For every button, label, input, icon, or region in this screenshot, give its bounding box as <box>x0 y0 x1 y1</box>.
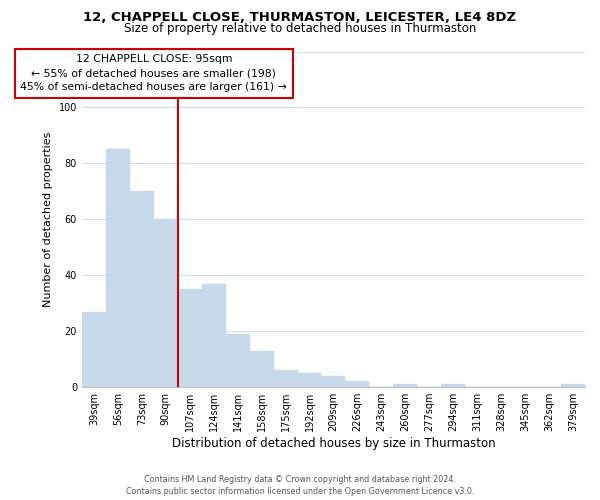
Bar <box>202 284 226 387</box>
Bar <box>82 312 106 387</box>
Bar <box>154 220 178 387</box>
Text: Contains HM Land Registry data © Crown copyright and database right 2024.
Contai: Contains HM Land Registry data © Crown c… <box>126 474 474 496</box>
Bar <box>226 334 250 387</box>
Bar <box>178 289 202 387</box>
X-axis label: Distribution of detached houses by size in Thurmaston: Distribution of detached houses by size … <box>172 437 495 450</box>
Bar <box>441 384 465 387</box>
Bar <box>346 382 370 387</box>
Text: 12 CHAPPELL CLOSE: 95sqm
← 55% of detached houses are smaller (198)
45% of semi-: 12 CHAPPELL CLOSE: 95sqm ← 55% of detach… <box>20 54 287 92</box>
Bar <box>394 384 418 387</box>
Bar <box>274 370 298 387</box>
Bar <box>561 384 585 387</box>
Bar <box>130 192 154 387</box>
Y-axis label: Number of detached properties: Number of detached properties <box>43 132 53 307</box>
Bar <box>250 350 274 387</box>
Text: 12, CHAPPELL CLOSE, THURMASTON, LEICESTER, LE4 8DZ: 12, CHAPPELL CLOSE, THURMASTON, LEICESTE… <box>83 11 517 24</box>
Bar <box>298 373 322 387</box>
Bar <box>106 150 130 387</box>
Bar <box>322 376 346 387</box>
Text: Size of property relative to detached houses in Thurmaston: Size of property relative to detached ho… <box>124 22 476 35</box>
